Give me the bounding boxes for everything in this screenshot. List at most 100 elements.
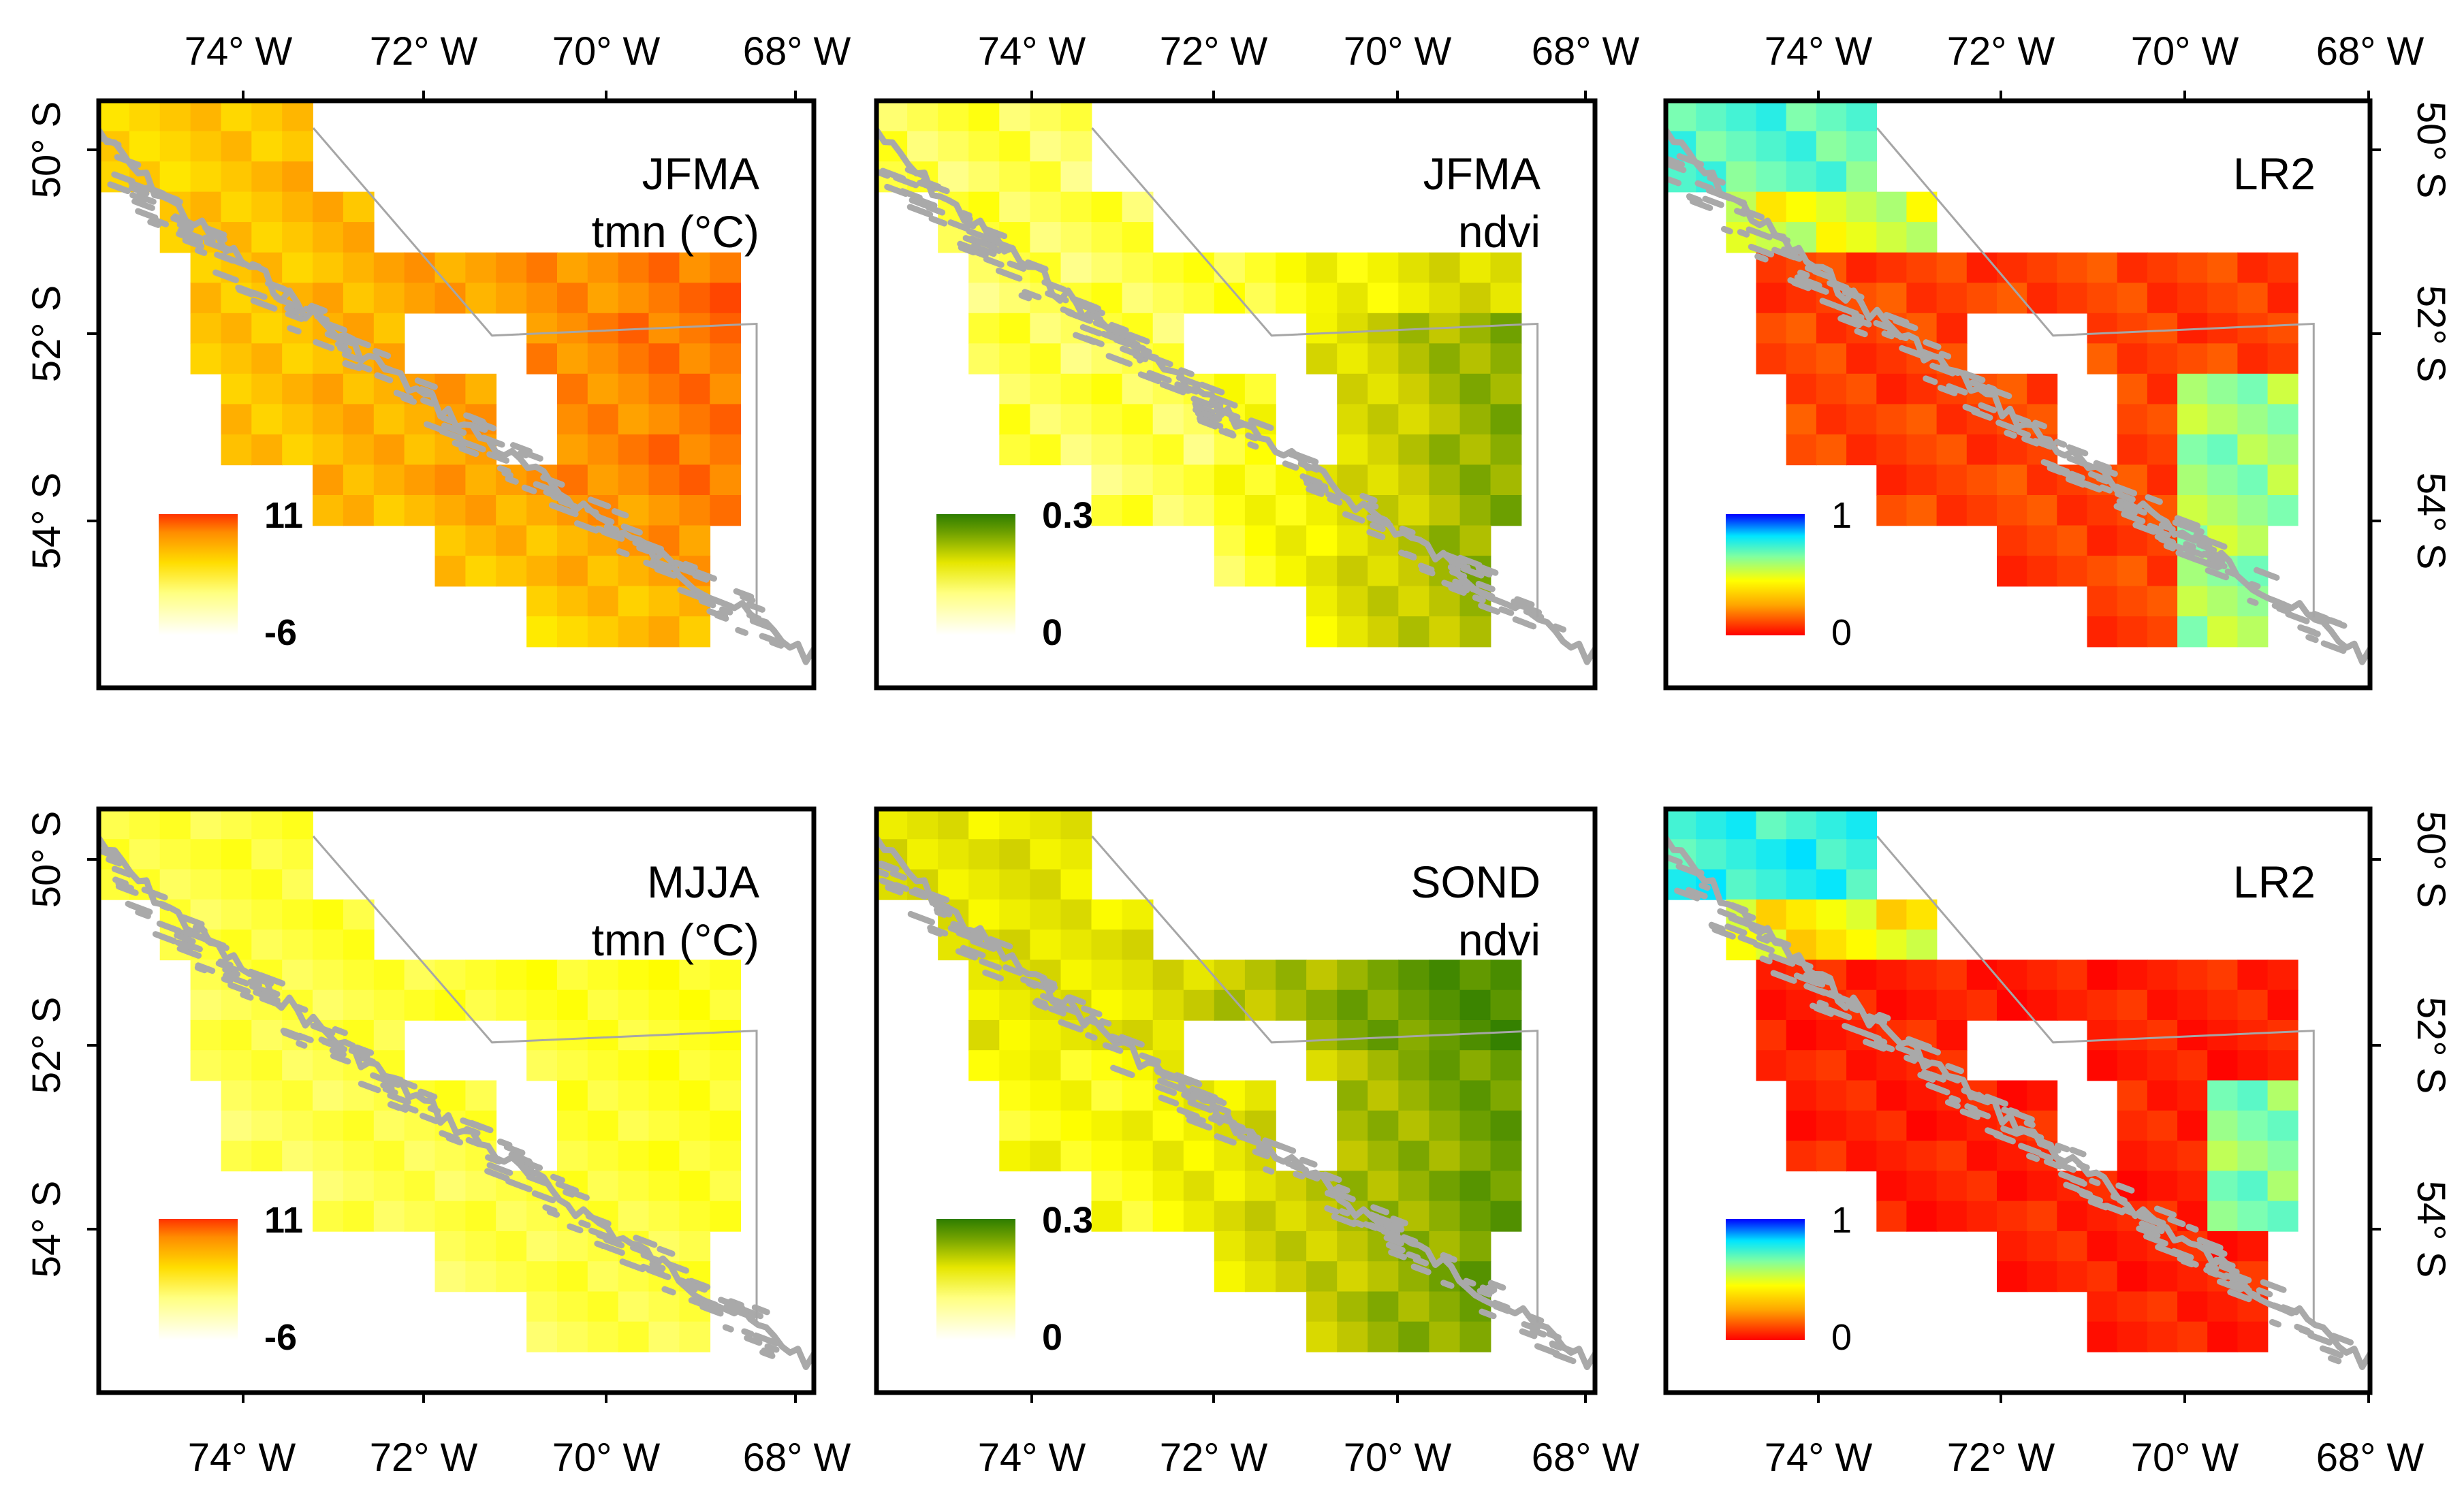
raster-cell (1786, 343, 1817, 375)
island-outline (1803, 983, 1828, 996)
raster-cell (1368, 1291, 1400, 1322)
bottom-lon-label-col1-68w: 68° W (743, 1435, 851, 1480)
raster-cell (968, 343, 1000, 375)
raster-cell (618, 464, 650, 496)
raster-cell (618, 1321, 650, 1352)
raster-cell (1490, 1141, 1522, 1172)
island-outline (1906, 347, 1923, 358)
island-outline (1079, 324, 1103, 337)
raster-cell (1876, 373, 1908, 405)
raster-cell (1030, 1080, 1062, 1111)
island-outline (1158, 1094, 1180, 1107)
island-outline (2000, 1125, 2020, 1137)
raster-cell (648, 495, 680, 526)
raster-cell (618, 373, 650, 405)
raster-cell (2147, 373, 2178, 405)
raster-cell (2177, 373, 2209, 405)
island-outline (1304, 1171, 1321, 1181)
island-outline (1332, 1189, 1356, 1203)
island-outline (636, 545, 652, 554)
island-outline (958, 929, 983, 943)
raster-cell (1429, 1321, 1461, 1352)
raster-cell (2087, 556, 2118, 587)
legend-color-ramp (936, 1219, 1015, 1340)
raster-cell (1756, 343, 1787, 375)
raster-cell (1876, 1201, 1908, 1232)
island-outline (1256, 1144, 1271, 1154)
raster-cell (710, 1110, 741, 1141)
raster-cell (404, 434, 436, 466)
raster-cell (1337, 525, 1369, 556)
island-outline (1944, 1099, 1961, 1109)
island-outline (1137, 371, 1162, 384)
raster-cell (618, 495, 650, 526)
island-outline (111, 171, 136, 185)
island-outline (1222, 428, 1235, 437)
raster-cell (1122, 191, 1154, 223)
raster-cell (159, 131, 191, 162)
raster-cell (404, 959, 436, 991)
island-outline (578, 1220, 591, 1228)
raster-cell (557, 434, 588, 466)
island-outline (1552, 1351, 1577, 1365)
island-outline (1209, 1102, 1231, 1115)
island-outline (2328, 617, 2343, 627)
raster-cell (587, 434, 619, 466)
raster-cell (1786, 434, 1817, 466)
island-outline (1552, 623, 1566, 633)
island-outline (206, 230, 227, 243)
left-latitude-labels: 50° S 52° S 54° S 50° S 52° S 54° S (25, 101, 69, 1278)
panel-frame (874, 806, 1598, 1395)
island-outline (2256, 1287, 2273, 1298)
island-outline (616, 548, 630, 558)
island-outline (2066, 444, 2089, 457)
raster-cell (190, 161, 222, 193)
raster-cell (557, 373, 588, 405)
raster-cell (1846, 899, 1878, 930)
raster-cell (2207, 1141, 2239, 1172)
raster-cell (557, 959, 588, 991)
raster-cell (679, 373, 711, 405)
raster-cell (404, 495, 436, 526)
island-outline (1223, 409, 1241, 420)
raster-cell (2087, 495, 2118, 526)
raster-cell (1816, 869, 1847, 900)
raster-cell (2147, 616, 2178, 648)
raster-cell (2117, 434, 2148, 466)
island-outline (202, 234, 216, 244)
island-outline (1748, 244, 1775, 257)
raster-cell (1306, 283, 1338, 314)
raster-cell (373, 1110, 405, 1141)
island-outline (596, 1232, 610, 1241)
raster-cell (1060, 839, 1092, 870)
raster-cell (1429, 464, 1461, 496)
raster-cell (1846, 131, 1878, 162)
raster-cell (1183, 464, 1215, 496)
raster-cell (373, 1141, 405, 1172)
raster-cell (938, 131, 970, 162)
raster-cell (710, 434, 741, 466)
legend-max-label: 1 (1831, 495, 1852, 536)
raster-cell (679, 495, 711, 526)
raster-cell (1906, 434, 1938, 466)
island-outline (1133, 352, 1149, 362)
island-outline (2035, 1137, 2054, 1148)
raster-cell (2207, 616, 2239, 648)
raster-cell (526, 556, 558, 587)
island-outline (1175, 375, 1202, 388)
raster-cell (557, 343, 588, 375)
island-outline (1146, 370, 1172, 383)
island-outline (1247, 441, 1259, 450)
island-outline (2185, 1224, 2199, 1233)
raster-cell (1429, 1201, 1461, 1232)
raster-cell (496, 1231, 527, 1262)
raster-cell (587, 252, 619, 283)
raster-cell (1786, 131, 1817, 162)
raster-cell (2237, 1171, 2269, 1202)
island-outline (1157, 1077, 1180, 1091)
raster-cell (968, 1050, 1000, 1081)
island-outline (672, 559, 692, 571)
raster-cell (221, 434, 253, 466)
island-outline (287, 325, 302, 335)
